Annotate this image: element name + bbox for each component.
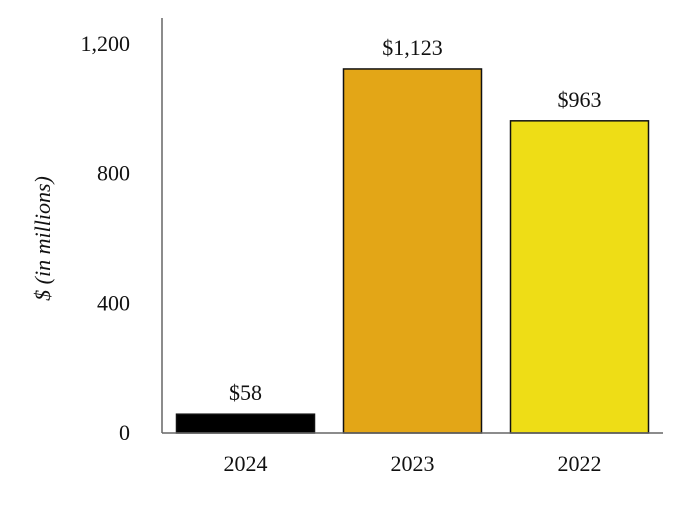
y-tick-label: 0 bbox=[119, 420, 130, 445]
data-label: $58 bbox=[229, 380, 262, 405]
x-tick-label: 2022 bbox=[558, 451, 602, 476]
data-label: $1,123 bbox=[382, 35, 443, 60]
bar-2022 bbox=[509, 120, 650, 434]
bars-layer bbox=[175, 68, 650, 434]
y-tick-label: 400 bbox=[97, 290, 130, 315]
x-tick-label: 2023 bbox=[391, 451, 435, 476]
labels-layer: 0 400 800 1,200 $58 2024 $1,123 2023 $963 2022 bbox=[81, 31, 602, 476]
bar-2023 bbox=[342, 68, 483, 434]
y-tick-label: 800 bbox=[97, 161, 130, 186]
data-label: $963 bbox=[558, 87, 602, 112]
x-tick-label: 2024 bbox=[224, 451, 268, 476]
bar-2024 bbox=[175, 413, 316, 434]
y-axis-title: $ (in millions) bbox=[30, 176, 55, 301]
axes-layer bbox=[161, 18, 663, 434]
y-tick-label: 1,200 bbox=[81, 31, 131, 56]
